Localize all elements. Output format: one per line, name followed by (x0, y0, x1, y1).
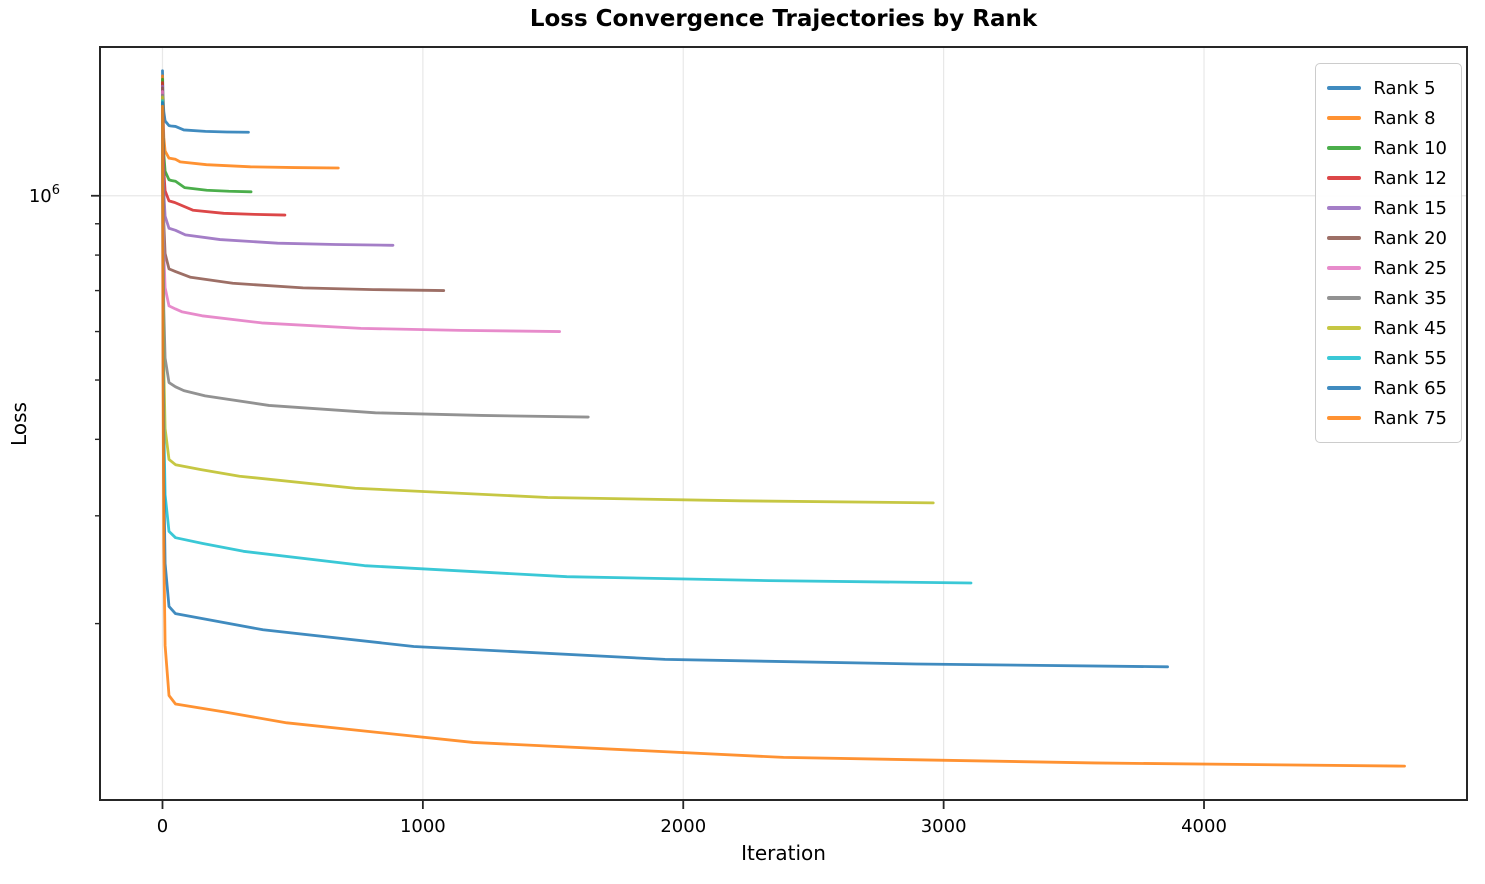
legend-item-rank-8: Rank 8 (1327, 103, 1447, 133)
legend-item-rank-35: Rank 35 (1327, 283, 1447, 313)
series-line-rank-10 (161, 77, 253, 194)
legend-item-rank-25: Rank 25 (1327, 253, 1447, 283)
legend-item-rank-20: Rank 20 (1327, 223, 1447, 253)
x-tick-label: 2000 (660, 816, 706, 837)
series-line-rank-5 (161, 69, 250, 134)
legend-label: Rank 75 (1373, 407, 1447, 429)
series-line-rank-15 (161, 84, 395, 247)
legend-item-rank-65: Rank 65 (1327, 373, 1447, 403)
legend-label: Rank 10 (1373, 137, 1447, 159)
legend-label: Rank 12 (1373, 167, 1447, 189)
legend-swatch (1327, 326, 1362, 330)
legend-swatch (1327, 416, 1362, 420)
plot-border (99, 46, 1468, 801)
series-line-rank-25 (161, 90, 561, 333)
legend-swatch (1327, 206, 1362, 210)
legend-label: Rank 55 (1373, 347, 1447, 369)
x-axis-label: Iteration (741, 841, 826, 865)
legend-swatch (1327, 236, 1362, 240)
legend: Rank 5 Rank 8 Rank 10 Rank 12 Rank 15 Rank 20… (1315, 63, 1462, 443)
legend-label: Rank 35 (1373, 287, 1447, 309)
legend-swatch (1327, 356, 1362, 360)
x-tick-label: 4000 (1181, 816, 1227, 837)
legend-item-rank-15: Rank 15 (1327, 193, 1447, 223)
legend-label: Rank 45 (1373, 317, 1447, 339)
y-axis-label: Loss (7, 402, 31, 446)
legend-swatch (1327, 146, 1362, 150)
legend-swatch (1327, 116, 1362, 120)
legend-swatch (1327, 386, 1362, 390)
legend-item-rank-55: Rank 55 (1327, 343, 1447, 373)
x-tick-label: 0 (157, 816, 168, 837)
chart-title: Loss Convergence Trajectories by Rank (529, 6, 1038, 32)
series-line-rank-75 (161, 104, 1406, 768)
series-line-rank-65 (161, 101, 1169, 669)
legend-item-rank-45: Rank 45 (1327, 313, 1447, 343)
legend-label: Rank 8 (1373, 107, 1436, 129)
legend-item-rank-5: Rank 5 (1327, 73, 1447, 103)
legend-label: Rank 25 (1373, 257, 1447, 279)
legend-label: Rank 20 (1373, 227, 1447, 249)
legend-item-rank-75: Rank 75 (1327, 403, 1447, 433)
series-line-rank-55 (161, 99, 973, 585)
legend-label: Rank 15 (1373, 197, 1447, 219)
y-tick-label: 106 (29, 183, 60, 207)
legend-swatch (1327, 176, 1362, 180)
legend-label: Rank 5 (1373, 77, 1436, 99)
series-line-rank-35 (161, 93, 590, 419)
x-tick-label: 3000 (921, 816, 967, 837)
legend-swatch (1327, 86, 1362, 90)
legend-label: Rank 65 (1373, 377, 1447, 399)
series-line-rank-45 (161, 95, 935, 505)
legend-swatch (1327, 296, 1362, 300)
legend-item-rank-12: Rank 12 (1327, 163, 1447, 193)
legend-item-rank-10: Rank 10 (1327, 133, 1447, 163)
series-line-rank-8 (161, 74, 340, 170)
legend-swatch (1327, 266, 1362, 270)
x-tick-label: 1000 (400, 816, 446, 837)
